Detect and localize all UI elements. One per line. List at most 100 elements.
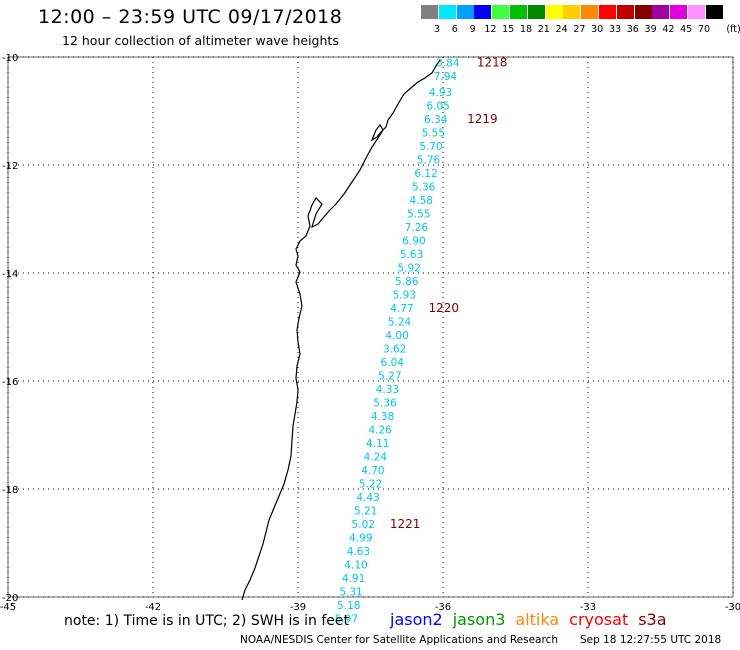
legend-swatch	[545, 5, 563, 19]
legend-swatch	[438, 5, 456, 19]
legend-label: 15	[502, 24, 515, 35]
lon-tick-label: -33	[580, 602, 596, 613]
swh-value: 5.36	[412, 182, 436, 194]
coastline	[241, 59, 441, 601]
swh-value: 6.12	[414, 168, 437, 180]
satellite-key: jason2 jason3 altika cryosat s3a	[390, 610, 677, 629]
map-title: 12:00 – 23:59 UTC 09/17/2018	[38, 6, 343, 28]
legend-label: 21	[537, 24, 550, 35]
swh-value: 4.77	[390, 303, 413, 315]
satellite-name: s3a	[638, 610, 667, 629]
legend-label: 24	[555, 24, 568, 35]
swh-value: 4.11	[366, 438, 389, 450]
swh-value: 5.76	[417, 155, 441, 167]
legend-label: 33	[608, 24, 622, 35]
swh-value: 4.26	[368, 425, 392, 437]
legend-label: 12	[484, 24, 497, 35]
satellite-name: jason3	[452, 610, 506, 629]
swh-value: 5.86	[395, 276, 419, 288]
lon-tick-label: -36	[435, 602, 451, 613]
legend-swatch	[599, 5, 616, 19]
swh-value: 6.04	[381, 357, 405, 369]
credit-text: NOAA/NESDIS Center for Satellite Applica…	[240, 634, 558, 646]
swh-value: 3.84	[436, 57, 460, 69]
swh-value: 7.94	[434, 71, 458, 83]
pass-time-label: 1220	[429, 301, 460, 315]
legend-swatch	[670, 5, 688, 19]
swh-value: 5.27	[378, 371, 401, 383]
satellite-name: jason2	[390, 610, 443, 629]
swh-value: 5.97	[335, 614, 358, 626]
swh-value: 5.21	[354, 506, 377, 518]
swh-value: 6.90	[402, 236, 425, 248]
legend-swatch	[634, 5, 652, 19]
swh-value: 6.34	[424, 114, 448, 126]
swh-value: 5.31	[339, 587, 362, 599]
satellite-name: altika	[515, 610, 560, 629]
legend-label: 18	[519, 24, 533, 35]
legend-swatch	[527, 5, 545, 19]
legend-swatch	[456, 5, 474, 19]
legend-label: 6	[451, 24, 458, 35]
swh-value: 3.62	[383, 344, 406, 356]
legend-label: 3	[433, 24, 441, 35]
swh-value: 5.70	[419, 141, 442, 153]
swh-value: 5.36	[373, 398, 397, 410]
swh-value: 5.92	[397, 263, 420, 275]
axis-tick-labels: -45 -42 -39 -36 -33 -30 -10 -12 -14 -16 -18 -20	[0, 53, 740, 613]
swh-value: 6.05	[426, 101, 449, 113]
lon-tick-label: -42	[145, 602, 161, 613]
swh-observations: 3.84 7.94 4.93 6.056.34 5.555.70 5.766.12 5.36…	[335, 57, 460, 625]
swh-value: 4.58	[410, 195, 433, 207]
lon-tick-label: -39	[290, 602, 306, 613]
legend-swatch	[510, 5, 527, 19]
lon-tick-label: -45	[0, 602, 16, 613]
swh-value: 4.10	[344, 560, 367, 572]
swh-value: 4.91	[342, 573, 365, 585]
swh-value: 4.43	[356, 492, 379, 504]
map-subtitle: 12 hour collection of altimeter wave hei…	[62, 33, 339, 48]
map-frame	[7, 56, 734, 598]
swh-value: 5.63	[400, 249, 423, 261]
swh-value: 7.26	[405, 222, 429, 234]
legend-swatch	[474, 5, 492, 19]
legend-label: 42	[662, 24, 675, 35]
swh-value: 4.63	[347, 546, 370, 558]
swh-value: 5.22	[359, 479, 382, 491]
swh-value: 5.02	[352, 519, 375, 531]
lat-tick-label: -10	[2, 53, 18, 64]
units-note: note: 1) Time is in UTC; 2) SWH is in fe…	[64, 613, 350, 629]
legend-label: 70	[697, 24, 711, 35]
lat-tick-label: -16	[2, 377, 18, 388]
swh-value: 5.18	[337, 600, 360, 612]
swh-value: 5.24	[388, 317, 412, 329]
legend-swatch	[652, 5, 670, 19]
generated-timestamp: Sep 18 12:27:55 UTC 2018	[580, 634, 722, 646]
pass-time-label: 1219	[467, 112, 498, 126]
swh-value: 4.00	[385, 330, 408, 342]
swh-value: 5.55	[422, 128, 445, 140]
legend-label: 9	[469, 24, 476, 35]
legend-swatch	[616, 5, 634, 19]
legend-swatch	[563, 5, 581, 19]
legend-swatch	[581, 5, 599, 19]
swh-value: 4.99	[349, 533, 372, 545]
legend-swatch	[688, 5, 705, 19]
legend-label: 27	[573, 24, 586, 35]
legend-swatch	[421, 5, 438, 19]
legend-swatch	[492, 5, 510, 19]
lat-tick-label: -14	[2, 269, 18, 280]
legend-label: 39	[644, 24, 657, 35]
lat-tick-label: -18	[2, 485, 18, 496]
swh-value: 4.33	[376, 384, 399, 396]
legend-label: 30	[591, 24, 604, 35]
map-grid	[7, 56, 734, 598]
swh-value: 4.24	[364, 452, 388, 464]
swh-value: 4.93	[429, 87, 452, 99]
legend-swatch	[705, 5, 723, 19]
pass-time-labels: 1218 1219 1220 1221	[390, 55, 508, 531]
legend-label: 36	[626, 24, 639, 35]
swh-value: 5.93	[393, 290, 416, 302]
legend-label: 45	[680, 24, 693, 35]
